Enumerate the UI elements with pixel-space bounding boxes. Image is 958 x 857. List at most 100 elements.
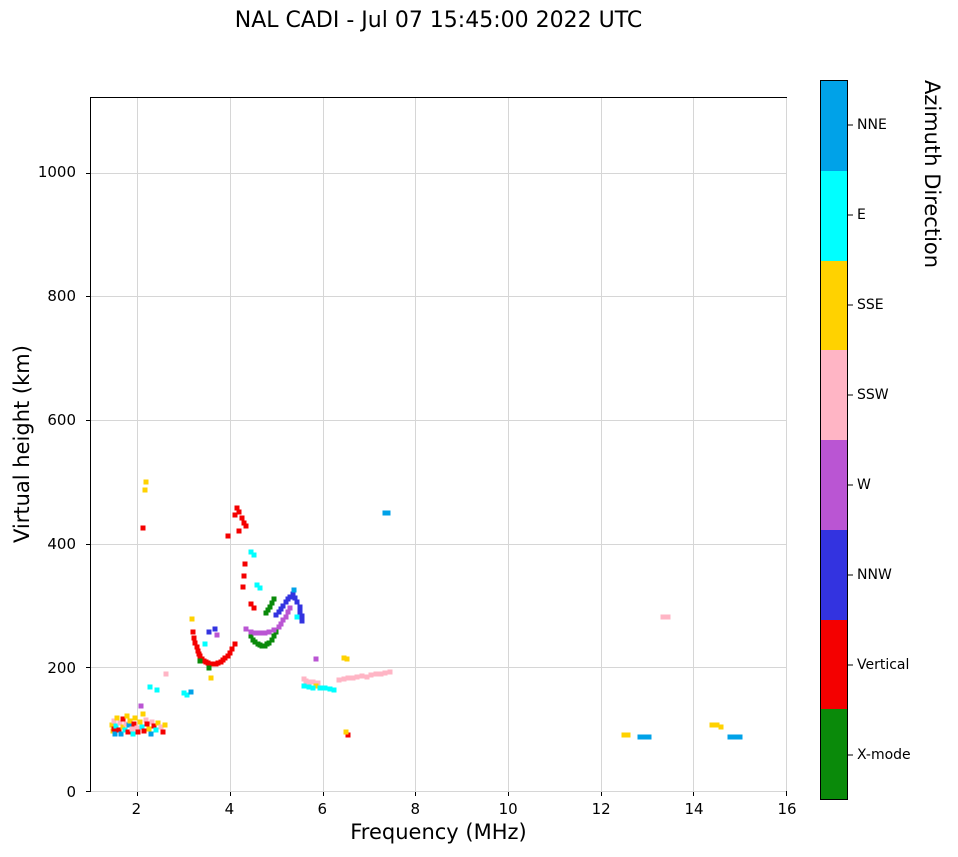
data-point <box>621 732 627 738</box>
data-point <box>718 724 724 730</box>
data-point <box>646 734 652 740</box>
data-point <box>236 528 242 534</box>
data-point <box>132 715 138 721</box>
x-tick-mark <box>693 791 695 796</box>
data-point <box>364 674 370 680</box>
data-point <box>336 677 342 683</box>
gridline-vertical <box>600 98 602 791</box>
y-tick-mark <box>86 296 91 298</box>
data-point <box>120 724 125 730</box>
colorbar-tick-label: Vertical <box>857 657 910 673</box>
data-point <box>151 723 157 729</box>
colorbar-tick-mark <box>848 574 853 576</box>
data-point <box>239 515 245 521</box>
y-tick-label: 400 <box>47 535 76 553</box>
data-point <box>310 679 316 685</box>
data-point <box>212 626 218 632</box>
data-point <box>154 687 160 693</box>
data-point <box>313 656 319 662</box>
colorbar-tick-label: E <box>857 207 866 223</box>
data-point <box>732 734 738 740</box>
colorbar-segment <box>821 440 847 530</box>
data-point <box>147 684 153 690</box>
data-point <box>232 641 238 647</box>
data-point <box>241 573 247 579</box>
data-point <box>382 670 388 676</box>
data-point <box>297 609 302 615</box>
data-point <box>195 648 201 654</box>
data-point <box>118 731 124 736</box>
colorbar-tick-mark <box>848 214 853 216</box>
data-point <box>143 717 149 723</box>
x-tick-mark <box>508 791 509 796</box>
data-point <box>149 719 155 725</box>
x-tick-mark <box>415 791 417 796</box>
data-point <box>665 614 671 620</box>
data-point <box>283 614 289 620</box>
data-point <box>283 599 289 605</box>
colorbar-tick-mark <box>848 304 853 306</box>
data-point <box>131 721 137 727</box>
data-point <box>206 629 212 635</box>
colorbar-segment <box>821 709 847 799</box>
data-point <box>125 729 131 735</box>
data-point <box>241 520 247 526</box>
data-point <box>299 618 305 624</box>
data-point <box>214 632 220 638</box>
data-point <box>248 633 254 639</box>
data-point <box>276 624 282 630</box>
gridline-vertical <box>322 98 324 791</box>
data-point <box>116 727 122 733</box>
colorbar-title: Azimuth Direction <box>920 80 944 269</box>
y-tick-mark <box>86 543 91 545</box>
data-point <box>109 722 115 728</box>
gridline-vertical <box>508 98 509 791</box>
data-point <box>144 721 150 727</box>
colorbar-segment <box>821 81 847 171</box>
data-point <box>189 616 195 622</box>
data-point <box>206 665 212 671</box>
data-point <box>341 655 347 661</box>
data-point <box>208 675 214 681</box>
data-point <box>642 734 648 740</box>
data-point <box>114 715 120 721</box>
data-point <box>301 683 307 689</box>
data-point <box>271 627 277 633</box>
data-point <box>714 722 719 728</box>
data-point <box>276 609 282 615</box>
y-tick-label: 1000 <box>37 163 76 182</box>
y-tick-mark <box>86 667 91 669</box>
data-point <box>267 604 273 610</box>
data-point <box>142 487 148 493</box>
colorbar-tick-label: SSE <box>857 297 884 313</box>
data-point <box>135 729 141 735</box>
data-point <box>265 607 271 613</box>
data-point <box>359 673 365 679</box>
x-tick-mark <box>322 791 324 796</box>
data-point <box>122 727 128 733</box>
data-point <box>709 722 715 728</box>
data-point <box>251 605 257 611</box>
data-point <box>257 585 263 591</box>
data-point <box>124 713 130 719</box>
data-point <box>254 582 260 588</box>
data-point <box>190 629 196 634</box>
colorbar-tick-label: NNE <box>857 117 887 133</box>
y-tick-label: 0 <box>66 783 76 801</box>
data-point <box>317 685 323 691</box>
data-point <box>269 600 275 606</box>
x-tick-label: 14 <box>684 800 704 818</box>
data-point <box>242 561 248 566</box>
data-point <box>727 734 733 740</box>
x-tick-mark <box>137 791 139 796</box>
data-point <box>232 512 238 518</box>
colorbar-ticks: NNE E SSE SSW W NNW Vertical X-mode <box>848 80 958 800</box>
data-point <box>123 721 129 727</box>
data-point <box>263 610 269 616</box>
data-point <box>248 629 254 634</box>
data-point <box>140 525 146 531</box>
data-point <box>188 689 194 695</box>
data-point <box>299 613 305 619</box>
data-point <box>243 523 249 529</box>
